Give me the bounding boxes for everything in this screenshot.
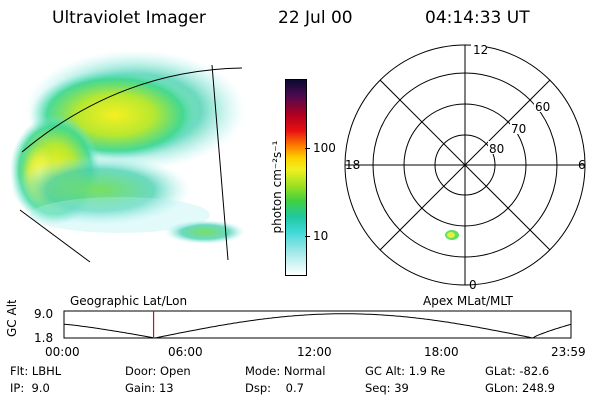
geographic-auroral-image (10, 50, 245, 263)
status-key: Flt: (10, 364, 29, 378)
color-scale-bar (285, 79, 307, 276)
auroral-emission (10, 50, 245, 244)
gc-alt-value: 1.9 Re (408, 364, 446, 378)
mlt-label-12: 12 (473, 43, 488, 57)
status-key: IP: (10, 381, 25, 395)
instrument-title: Ultraviolet Imager (52, 8, 206, 28)
time-tick-1200: 12:00 (297, 345, 332, 359)
altitude-orbit-curve (63, 313, 572, 339)
mode-value: Normal (283, 364, 326, 378)
observation-time: 04:14:33 UT (425, 8, 530, 28)
colorbar-tick-10: 10 (313, 229, 329, 243)
status-key: GLat: (485, 364, 516, 378)
time-tick-2359: 23:59 (551, 345, 586, 359)
colorbar-tick-100: 100 (313, 141, 336, 155)
observation-date: 22 Jul 00 (278, 8, 353, 28)
mlt-label-0: 0 (469, 278, 477, 292)
glon-value: 248.9 (521, 381, 555, 395)
filter-value: LBHL (31, 364, 62, 378)
time-tick-0600: 06:00 (168, 345, 203, 359)
altitude-tick-low: 1.8 (34, 331, 53, 345)
altitude-ylabel: GC Alt (5, 300, 19, 337)
mlt-label-18: 18 (345, 158, 360, 172)
colorbar-unit-label: photon cm⁻²s⁻¹ (270, 140, 284, 234)
mlat-label-60: 60 (535, 100, 550, 114)
colorbar-tick-mark (305, 148, 310, 149)
altitude-tick-high: 9.0 (34, 307, 53, 321)
polar-mlat-mlt-plot: 12 18 6 0 60 70 80 (344, 42, 586, 292)
glat-value: -82.6 (519, 364, 550, 378)
status-key: Seq: (365, 381, 391, 395)
status-key: GC Alt: (365, 364, 406, 378)
altitude-plot-frame (63, 310, 572, 339)
door-value: Open (159, 364, 191, 378)
geographic-label: Geographic Lat/Lon (70, 294, 188, 308)
seq-value: 39 (394, 381, 409, 395)
status-key: GLon: (485, 381, 519, 395)
ip-value: 9.0 (31, 381, 50, 395)
status-key: Dsp: (245, 381, 272, 395)
time-tick-1800: 18:00 (424, 345, 459, 359)
coordinate-grid (19, 64, 243, 263)
mlat-label-70: 70 (511, 122, 526, 136)
time-tick-0000: 00:00 (45, 345, 80, 359)
status-key: Door: (125, 364, 157, 378)
auroral-spot-core (447, 232, 455, 238)
altitude-plot: GC Alt 9.0 1.8 (5, 300, 572, 345)
status-key: Mode: (245, 364, 281, 378)
mlat-label-80: 80 (489, 142, 504, 156)
status-key: Gain: (125, 381, 156, 395)
mlt-label-6: 6 (578, 158, 586, 172)
dsp-value: 0.7 (285, 381, 304, 395)
apex-label: Apex MLat/MLT (423, 294, 513, 308)
gain-value: 13 (158, 381, 174, 395)
colorbar-tick-mark (305, 236, 310, 237)
